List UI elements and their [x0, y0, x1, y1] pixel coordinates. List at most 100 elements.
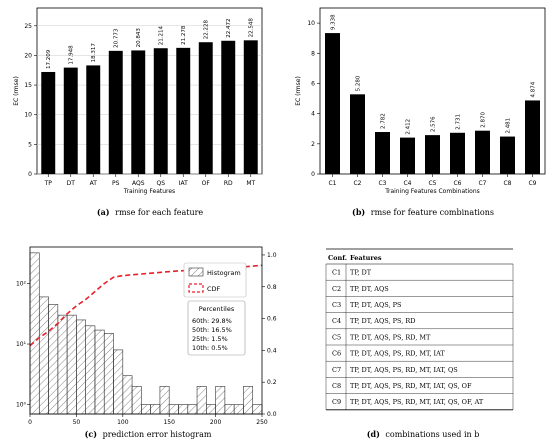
table-cell-features: TP, DT, AQS, PS: [350, 301, 401, 309]
histogram-bar: [57, 314, 68, 415]
data-label-a: 17.209: [46, 49, 52, 69]
percentiles-frame: [187, 300, 246, 356]
bar-a: [41, 71, 56, 174]
table-row: C7 TP, DT, AQS, PS, RD, MT, IAT, QS: [326, 366, 513, 378]
caption-a-label: (a): [97, 207, 110, 217]
table-row: C9 TP, DT, AQS, PS, RD, MT, IAT, QS, OF, …: [326, 398, 513, 411]
table-cell-features: TP, DT: [350, 269, 372, 277]
histogram-bar: [178, 404, 189, 415]
histogram-bar: [224, 404, 235, 415]
ytick-label-c: 10²: [16, 280, 27, 287]
histogram-bar: [38, 296, 49, 415]
table-cell-conf: C6: [332, 350, 341, 358]
bar-b: [400, 137, 415, 174]
ytick-label-c: 10⁰: [16, 402, 27, 409]
bar-b: [350, 94, 365, 174]
bar-a: [198, 42, 213, 175]
ytick-label-a: 15: [24, 82, 32, 89]
data-label-b: 2.870: [481, 111, 487, 127]
data-label-b: 4.874: [531, 81, 537, 97]
histogram-bar: [141, 404, 151, 415]
percentile-entry: 50th: 16.5%: [192, 326, 232, 334]
xtick-label-a: QS: [156, 180, 165, 187]
xtick-label-b: C2: [353, 180, 361, 187]
table-row: C5 TP, DT, AQS, PS, RD, MT: [326, 333, 513, 346]
xtick-label-b: C8: [503, 180, 511, 187]
bar-b: [500, 136, 515, 174]
data-label-b: 2.412: [406, 119, 412, 135]
panel-b-chart: 0 2 4 6 8 10 9.338 C1 5.280 C2 2.782 C3 2.412 C4 2.576…: [295, 7, 546, 195]
histogram-bar: [76, 319, 86, 415]
caption-d-label: (d): [367, 429, 380, 439]
ytick-label-a: 25: [24, 23, 32, 30]
panel-d-table: Conf. Features C1 TP, DT C2 TP, DT, AQS C3 TP, …: [325, 248, 514, 411]
bar-a: [86, 65, 101, 174]
histogram-bar: [29, 252, 40, 415]
y2tick-label-c: 0.4: [267, 347, 277, 354]
xtick-label-c: 0: [28, 419, 32, 426]
data-label-a: 18.317: [91, 43, 97, 63]
table-row: C8 TP, DT, AQS, PS, RD, MT, IAT, QS, OF: [326, 382, 513, 394]
histogram-bar: [187, 404, 198, 415]
xtick-label-a: TP: [44, 180, 53, 187]
xtick-label-b: C4: [403, 180, 411, 187]
table-row: C3 TP, DT, AQS, PS: [326, 301, 513, 313]
data-label-a: 20.773: [114, 28, 120, 48]
bar-a: [108, 50, 123, 174]
legend-cdf-swatch: [188, 283, 204, 293]
table-cell-features: TP, DT, AQS: [350, 285, 389, 293]
histogram-bar: [215, 386, 226, 415]
histogram-bar: [150, 404, 161, 415]
bar-a: [221, 40, 236, 174]
data-label-a: 17.948: [69, 45, 75, 65]
bar-a: [131, 50, 146, 174]
bar-b: [475, 130, 490, 174]
percentile-entry: 10th: 0.5%: [192, 344, 228, 352]
ytick-label-b: 10: [307, 20, 315, 27]
ytick-label-a: 5: [28, 141, 32, 148]
table-cell-conf: C3: [332, 301, 341, 309]
data-label-a: 21.278: [181, 25, 187, 45]
xtick-label-a: OF: [202, 180, 211, 187]
xtick-label-a: IAT: [179, 180, 188, 187]
histogram-bar: [168, 404, 179, 415]
legend-c: Histogram CDF: [183, 262, 247, 298]
legend-histogram-swatch: [188, 267, 204, 277]
table-cell-conf: C8: [332, 382, 341, 390]
data-label-b: 9.338: [331, 14, 337, 30]
histogram-bar: [113, 349, 124, 415]
caption-d: (d) combinations used in b: [367, 429, 480, 439]
percentile-entry: 25th: 1.5%: [192, 335, 228, 343]
xtick-label-a: MT: [246, 180, 255, 187]
data-label-a: 22.472: [226, 19, 232, 38]
caption-c: (c) prediction error histogram: [85, 429, 212, 439]
data-label-a: 20.843: [136, 28, 142, 48]
ytick-label-b: 8: [311, 50, 315, 57]
xtick-label-a: AT: [90, 180, 98, 187]
xtick-label-c: 50: [73, 419, 81, 426]
caption-d-text: combinations used in b: [385, 430, 479, 439]
data-label-b: 2.481: [506, 118, 512, 134]
y-axis-label-a: EC (rmse): [13, 76, 20, 106]
table-cell-features: TP, DT, AQS, PS, RD: [350, 317, 415, 325]
histogram-bar: [131, 386, 142, 415]
histogram-bar: [252, 404, 263, 415]
legend-histogram-label: Histogram: [207, 269, 241, 277]
table-cell-conf: C4: [332, 317, 341, 325]
histogram-bar: [243, 386, 254, 415]
histogram-bar: [159, 386, 170, 415]
x-axis-label-b: Training Features Combinations: [384, 188, 480, 195]
bar-a: [243, 40, 258, 174]
bar-b: [425, 135, 440, 174]
table-row: C6 TP, DT, AQS, PS, RD, MT, IAT: [326, 350, 513, 362]
legend-cdf-label: CDF: [207, 285, 221, 293]
table-cell-conf: C9: [332, 398, 341, 406]
y-axis-label-b: EC (rmse): [295, 76, 302, 106]
xtick-label-b: C9: [528, 180, 536, 187]
caption-b: (b) rmse for feature combinations: [352, 207, 494, 217]
data-label-a: 22.548: [249, 18, 255, 38]
xtick-label-a: RD: [224, 180, 233, 187]
panel-c-chart: 10⁰ 10¹ 10² 0.0 0.2 0.4 0.6 0.8 1.0 0 50 100 150 200 2…: [16, 246, 277, 426]
y2tick-label-c: 0.8: [267, 284, 277, 291]
